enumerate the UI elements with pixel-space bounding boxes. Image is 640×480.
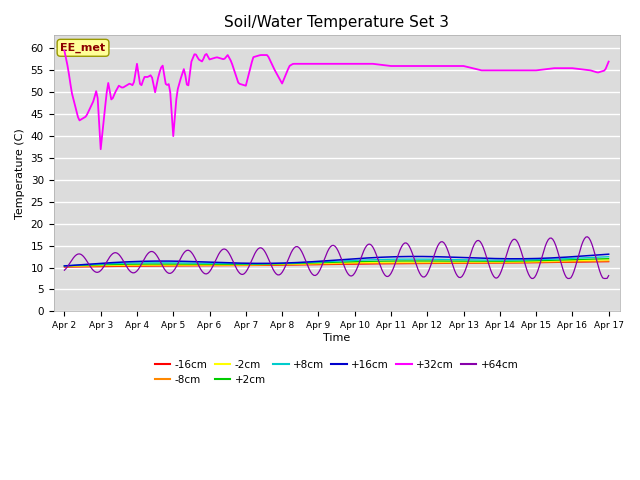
Y-axis label: Temperature (C): Temperature (C) [15, 128, 25, 219]
Text: EE_met: EE_met [60, 43, 106, 53]
Legend: -16cm, -8cm, -2cm, +2cm, +8cm, +16cm, +32cm, +64cm: -16cm, -8cm, -2cm, +2cm, +8cm, +16cm, +3… [150, 355, 522, 389]
X-axis label: Time: Time [323, 333, 350, 343]
Title: Soil/Water Temperature Set 3: Soil/Water Temperature Set 3 [224, 15, 449, 30]
